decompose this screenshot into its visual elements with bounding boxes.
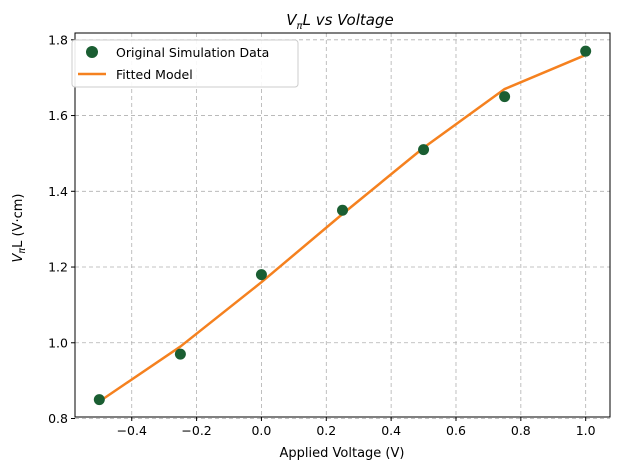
x-tick-label: 0.4: [381, 423, 401, 438]
y-axis-label: VπL (V·cm): [11, 194, 28, 263]
simulation-data-point: [337, 204, 348, 216]
y-tick-label: 1.2: [48, 260, 68, 275]
simulation-data-point: [418, 144, 430, 156]
simulation-points-layer: [93, 45, 592, 406]
legend-marker-simulation: [86, 46, 98, 58]
legend-box: [71, 39, 299, 88]
simulation-data-point: [499, 91, 511, 103]
x-axis-label: Applied Voltage (V): [280, 446, 405, 461]
x-tick-label: −0.4: [117, 423, 147, 438]
x-tick-label: 1.0: [576, 423, 596, 438]
simulation-data-point: [255, 269, 267, 281]
y-tick-label: 1.6: [48, 108, 68, 123]
x-tick-label: 0.8: [511, 423, 531, 438]
legend-label-simulation: Original Simulation Data: [116, 45, 269, 60]
y-axis-ticks: 0.8 1.0 1.2 1.4 1.6 1.8: [48, 32, 75, 426]
x-axis-ticks: −0.4 −0.2 0.0 0.2 0.4 0.6 0.8 1.0: [117, 417, 596, 438]
plot-frame: [74, 32, 611, 418]
y-tick-label: 0.8: [48, 411, 68, 426]
legend: Original Simulation Data Fitted Model: [71, 39, 299, 88]
y-tick-label: 1.8: [48, 32, 68, 47]
x-tick-label: −0.2: [181, 423, 211, 438]
chart-title: VπL vs Voltage: [286, 11, 393, 32]
y-tick-label: 1.4: [48, 184, 68, 199]
y-tick-label: 1.0: [48, 335, 68, 350]
simulation-data-point: [174, 348, 186, 360]
simulation-data-point: [93, 394, 105, 406]
x-tick-label: 0.0: [251, 423, 271, 438]
grid: [75, 33, 610, 419]
x-tick-label: 0.2: [316, 423, 336, 438]
legend-label-fitted: Fitted Model: [116, 67, 193, 82]
x-tick-label: 0.6: [446, 423, 466, 438]
simulation-data-point: [580, 45, 592, 57]
